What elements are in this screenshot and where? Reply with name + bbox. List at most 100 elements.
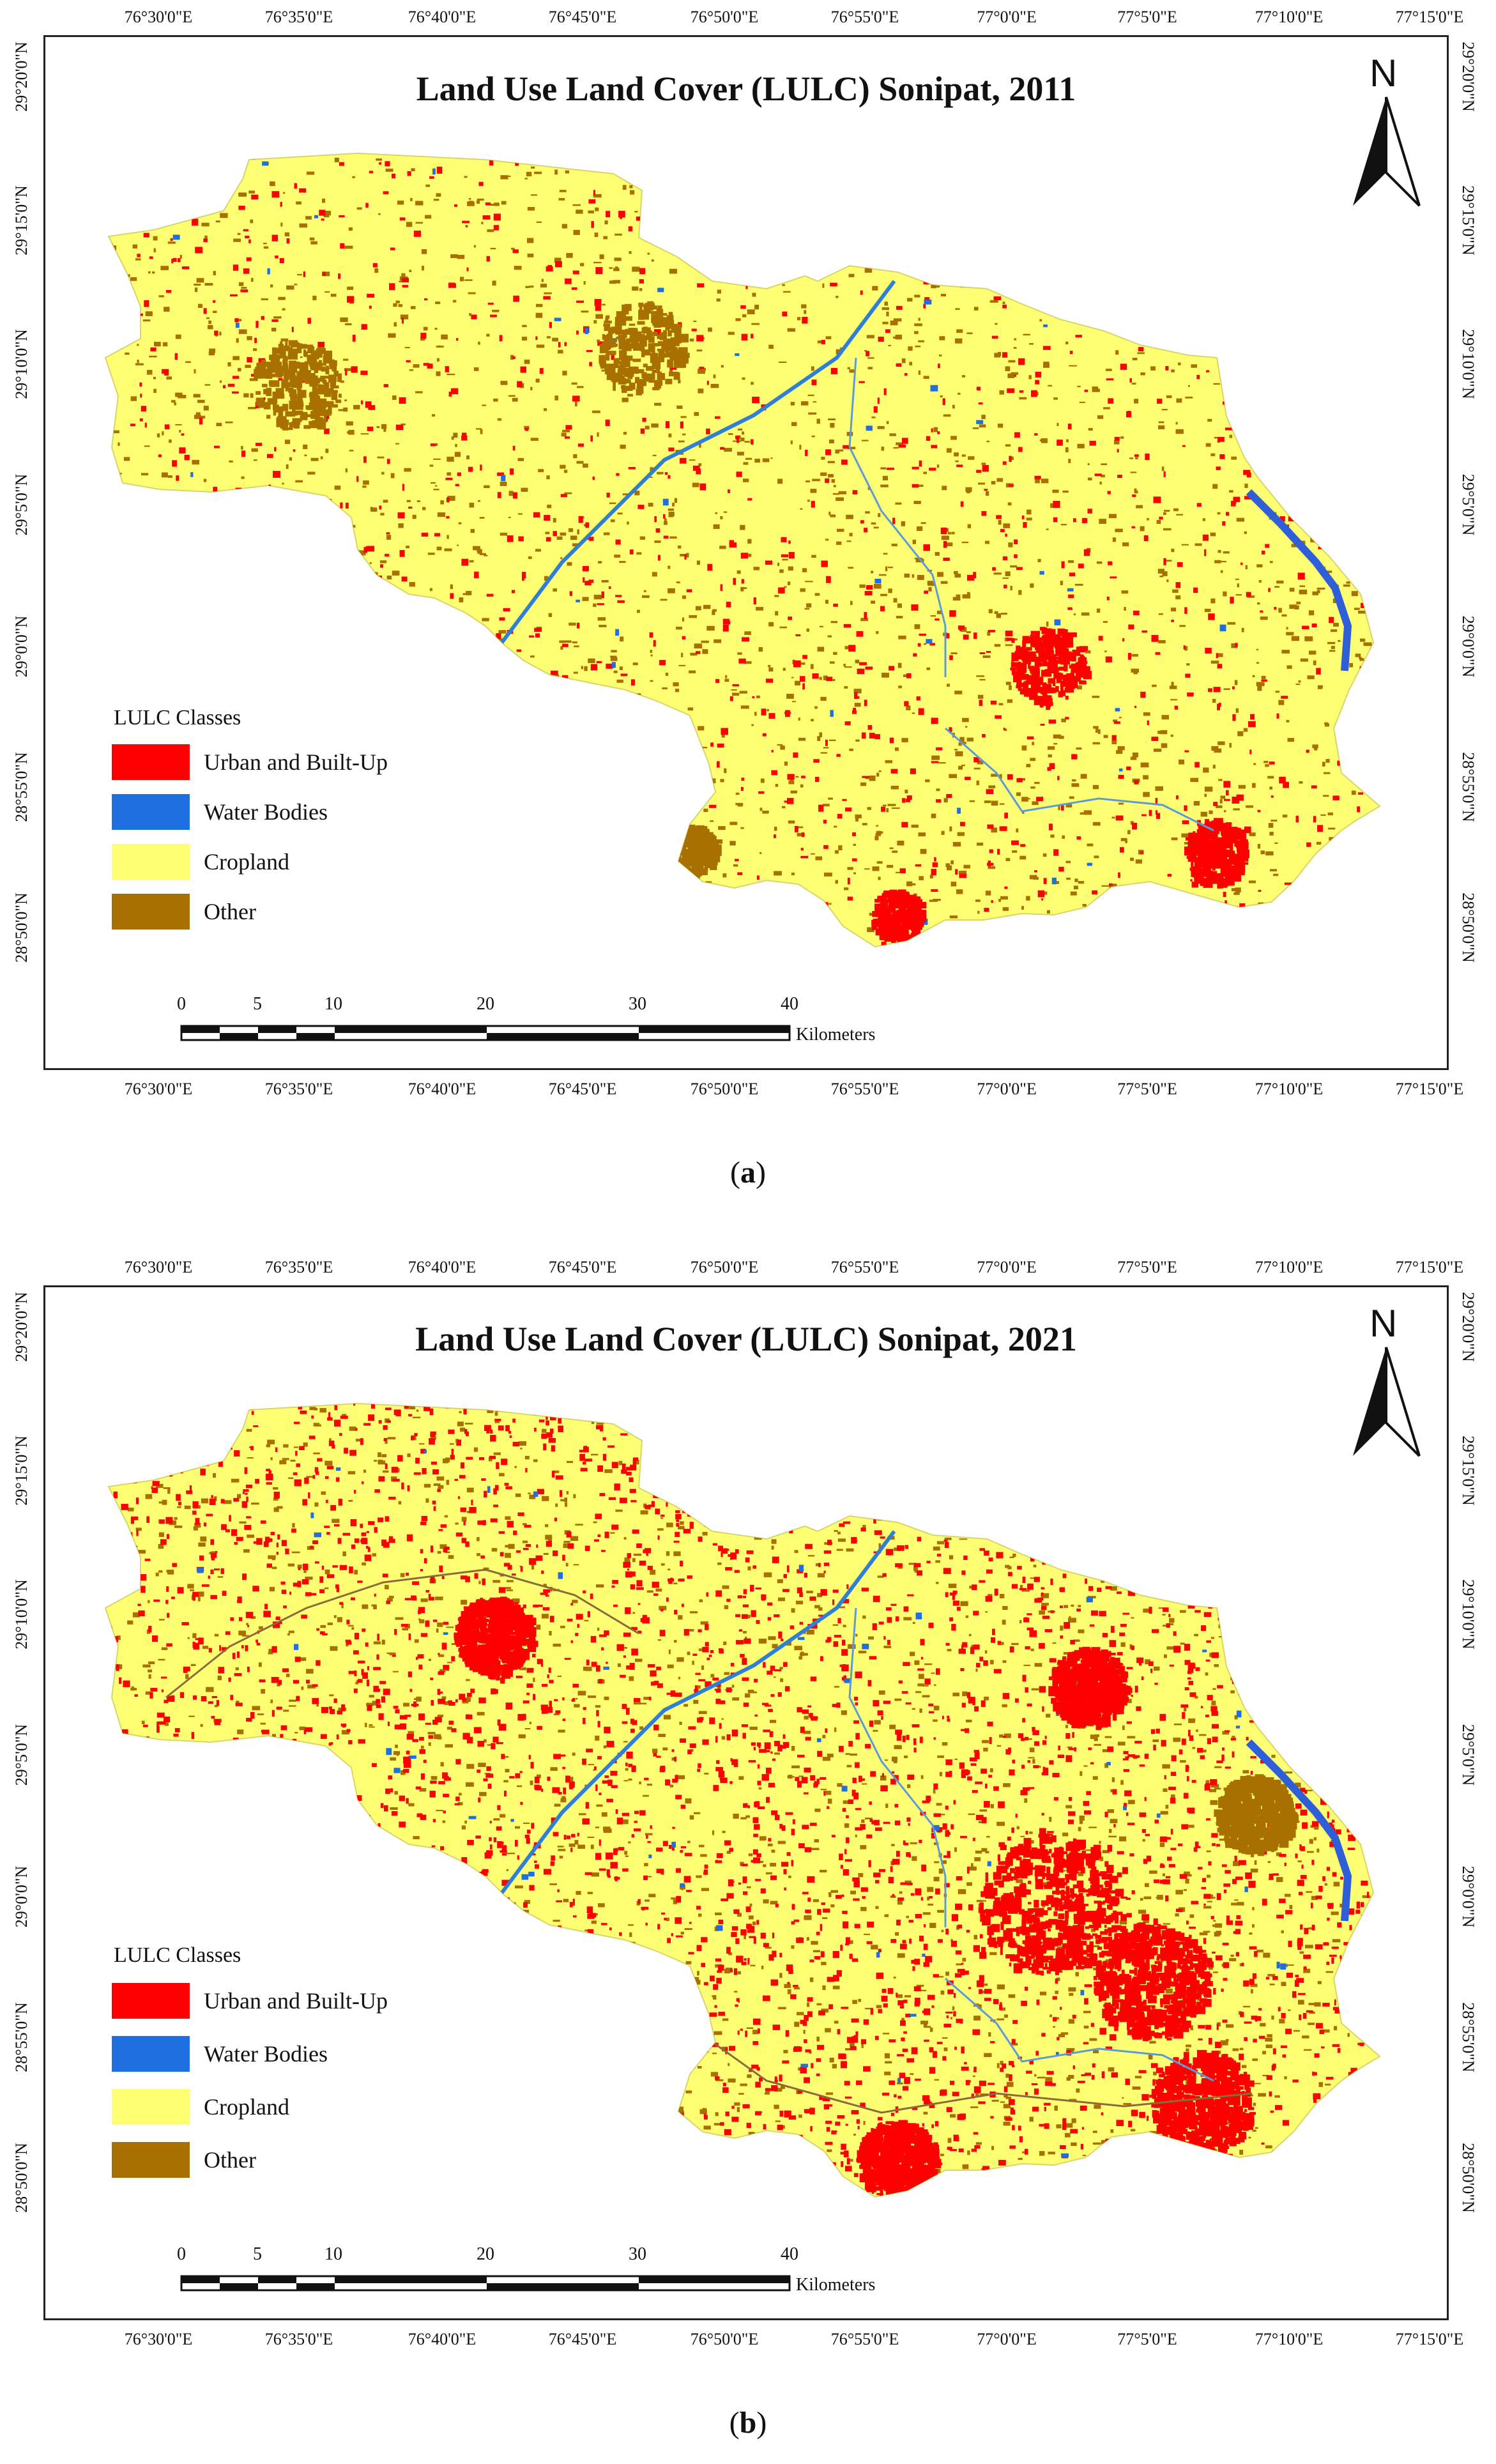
other-patch	[762, 280, 769, 283]
other-patch	[299, 524, 307, 529]
other-patch	[1138, 922, 1147, 924]
other-patch	[321, 272, 330, 277]
other-patch	[650, 208, 656, 211]
urban-patch	[1292, 264, 1297, 270]
urban-patch	[1205, 647, 1212, 654]
urban-patch	[466, 889, 473, 893]
other-patch	[1137, 352, 1145, 355]
other-patch	[337, 373, 342, 382]
urban-patch	[172, 460, 177, 467]
urban-patch	[352, 334, 356, 342]
other-patch	[1096, 561, 1103, 564]
other-patch	[299, 223, 307, 228]
urban-patch	[973, 632, 977, 639]
other-patch	[740, 586, 744, 592]
urban-patch	[554, 694, 561, 700]
other-patch	[295, 662, 301, 666]
other-patch	[314, 412, 320, 419]
other-patch	[689, 338, 694, 342]
other-patch	[574, 645, 579, 648]
other-patch	[345, 323, 352, 326]
other-patch	[1269, 561, 1273, 563]
urban-patch	[1080, 668, 1085, 675]
other-patch	[1027, 228, 1035, 232]
other-patch	[263, 362, 270, 367]
other-patch	[872, 153, 880, 155]
other-patch	[1319, 176, 1326, 181]
urban-patch	[1233, 496, 1240, 503]
urban-patch	[576, 300, 584, 303]
other-patch	[1350, 520, 1356, 526]
other-patch	[972, 278, 978, 283]
other-patch	[1021, 797, 1028, 802]
other-patch	[1085, 295, 1094, 300]
urban-patch	[271, 234, 278, 241]
other-patch	[155, 215, 158, 220]
other-patch	[489, 779, 494, 781]
other-patch	[1333, 622, 1339, 627]
other-patch	[950, 860, 954, 864]
other-patch	[560, 557, 563, 560]
other-patch	[1326, 283, 1334, 285]
other-patch	[844, 686, 848, 689]
other-patch	[1039, 319, 1042, 322]
other-patch	[1367, 600, 1376, 605]
other-patch	[956, 594, 961, 599]
other-patch	[797, 832, 805, 837]
urban-patch	[906, 673, 912, 678]
urban-patch	[110, 574, 118, 582]
other-patch	[491, 933, 496, 936]
other-patch	[137, 553, 141, 556]
other-patch	[1343, 860, 1352, 864]
other-patch	[1259, 369, 1263, 375]
other-patch	[270, 284, 273, 287]
other-patch	[740, 524, 745, 530]
urban-patch	[251, 374, 256, 377]
other-patch	[1346, 581, 1350, 584]
other-patch	[976, 842, 984, 846]
urban-patch	[306, 717, 309, 720]
urban-patch	[1285, 930, 1290, 934]
other-patch	[1212, 698, 1216, 703]
other-patch	[954, 452, 959, 457]
other-patch	[642, 338, 647, 347]
urban-patch	[756, 875, 759, 880]
other-patch	[800, 508, 803, 510]
urban-patch	[405, 696, 411, 701]
other-patch	[639, 536, 646, 540]
urban-patch	[1183, 645, 1186, 650]
other-patch	[1048, 227, 1056, 231]
other-patch	[637, 380, 643, 388]
urban-patch	[813, 949, 818, 952]
urban-patch	[250, 574, 253, 581]
urban-patch	[1354, 469, 1361, 476]
other-patch	[657, 750, 664, 754]
other-patch	[1322, 761, 1325, 767]
other-patch	[604, 323, 611, 332]
urban-patch	[1034, 278, 1041, 285]
other-patch	[153, 562, 158, 565]
other-patch	[286, 427, 293, 431]
other-patch	[729, 822, 738, 825]
other-patch	[1046, 150, 1053, 152]
other-patch	[271, 708, 279, 713]
other-patch	[689, 837, 694, 843]
urban-patch	[1225, 427, 1233, 431]
urban-patch	[1354, 308, 1361, 314]
other-patch	[637, 609, 640, 613]
urban-patch	[679, 157, 686, 162]
other-patch	[278, 408, 284, 418]
urban-patch	[424, 298, 428, 301]
urban-patch	[142, 614, 146, 619]
urban-patch	[1195, 761, 1200, 768]
other-patch	[614, 266, 618, 269]
other-patch	[297, 402, 304, 407]
other-patch	[1269, 258, 1278, 263]
urban-patch	[402, 285, 408, 288]
other-patch	[1076, 747, 1082, 750]
other-patch	[978, 482, 986, 485]
other-patch	[1134, 488, 1137, 493]
other-patch	[155, 214, 158, 218]
other-patch	[898, 685, 903, 689]
other-patch	[1296, 418, 1300, 422]
